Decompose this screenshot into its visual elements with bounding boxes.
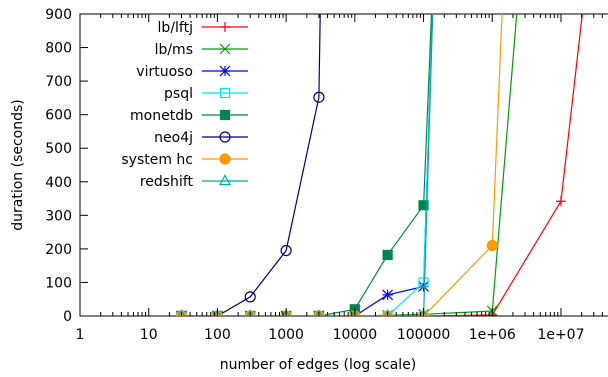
legend-item-redshift: redshift xyxy=(140,174,248,190)
series-psql xyxy=(176,14,433,316)
data-point-lb-lftj xyxy=(555,196,566,207)
series-line-virtuoso xyxy=(181,14,434,316)
legend: lb/lftj lb/ms virtuoso psql monetdb neo4j syst… xyxy=(121,20,248,190)
x-tick-label: 10000 xyxy=(333,327,378,343)
data-point-neo4j xyxy=(280,244,292,257)
y-tick-label: 100 xyxy=(45,275,72,291)
y-tick-label: 400 xyxy=(45,175,72,191)
legend-label: lb/lftj xyxy=(158,20,193,36)
legend-marker xyxy=(219,87,231,99)
legend-item-lb-lftj: lb/lftj xyxy=(158,20,248,36)
y-tick-label: 200 xyxy=(45,242,72,258)
y-tick-label: 300 xyxy=(45,208,72,224)
series-line-lb-ms xyxy=(181,14,518,316)
x-tick-label: 1000 xyxy=(268,327,304,343)
data-point-monetdb xyxy=(382,249,393,261)
data-point-redshift xyxy=(419,309,428,316)
data-point-neo4j xyxy=(244,291,256,303)
legend-item-psql: psql xyxy=(164,86,248,102)
data-point-redshift xyxy=(177,309,186,316)
data-point-monetdb xyxy=(418,200,429,211)
legend-label: neo4j xyxy=(154,130,193,146)
x-tick-label: 1e+07 xyxy=(537,327,584,343)
y-tick-label: 700 xyxy=(45,74,72,90)
series-virtuoso xyxy=(176,14,434,316)
x-tick-label: 100 xyxy=(204,327,231,343)
data-point-psql xyxy=(418,277,429,288)
data-point-neo4j xyxy=(313,91,325,103)
legend-item-virtuoso: virtuoso xyxy=(136,64,248,80)
legend-marker xyxy=(219,43,231,55)
data-point-redshift xyxy=(315,309,323,316)
series-layer xyxy=(175,14,583,316)
legend-label: virtuoso xyxy=(136,64,193,80)
legend-item-neo4j: neo4j xyxy=(154,130,248,146)
axes-layer: 0 100 200 300 400 500 600 700 800 900 1 10 100 1000 10… xyxy=(45,7,603,343)
series-monetdb xyxy=(176,14,433,316)
x-tick-label: 100000 xyxy=(397,327,450,343)
series-lb-lftj xyxy=(176,14,583,316)
legend-label: redshift xyxy=(140,174,194,190)
legend-label: monetdb xyxy=(130,108,193,124)
x-tick-label: 10 xyxy=(140,327,158,343)
legend-marker xyxy=(218,174,232,186)
data-point-system-hc xyxy=(486,239,498,252)
series-line-psql xyxy=(181,14,433,316)
y-axis-title: duration (seconds) xyxy=(10,99,26,231)
x-tick-label: 1 xyxy=(76,327,85,343)
legend-item-system-hc: system hc xyxy=(121,152,248,168)
x-tick-label: 1e+06 xyxy=(469,327,516,343)
legend-marker xyxy=(220,22,230,32)
legend-marker xyxy=(219,109,231,121)
legend-item-monetdb: monetdb xyxy=(130,108,248,124)
y-tick-label: 600 xyxy=(45,108,72,124)
legend-label: lb/ms xyxy=(155,42,193,58)
data-point-redshift xyxy=(383,309,392,316)
data-point-redshift xyxy=(213,309,222,316)
series-redshift xyxy=(177,14,434,316)
series-line-system-hc xyxy=(181,14,503,316)
legend-label: system hc xyxy=(121,152,193,168)
series-line-neo4j xyxy=(181,14,321,316)
y-tick-label: 800 xyxy=(45,41,72,57)
y-tick-label: 900 xyxy=(45,7,72,23)
y-tick-label: 500 xyxy=(45,141,72,157)
legend-marker xyxy=(219,65,231,77)
legend-label: psql xyxy=(164,86,193,102)
data-point-virtuoso xyxy=(382,289,394,301)
legend-item-lb-ms: lb/ms xyxy=(155,42,248,58)
series-neo4j xyxy=(175,14,325,316)
x-axis-title: number of edges (log scale) xyxy=(220,357,417,373)
series-line-lb-lftj xyxy=(181,14,583,316)
series-line-monetdb xyxy=(181,14,433,316)
data-point-redshift xyxy=(351,309,359,316)
y-tick-label: 0 xyxy=(63,309,72,325)
legend-marker xyxy=(219,131,231,143)
data-point-redshift xyxy=(246,309,254,316)
data-point-redshift xyxy=(282,309,290,316)
legend-marker xyxy=(219,153,231,165)
